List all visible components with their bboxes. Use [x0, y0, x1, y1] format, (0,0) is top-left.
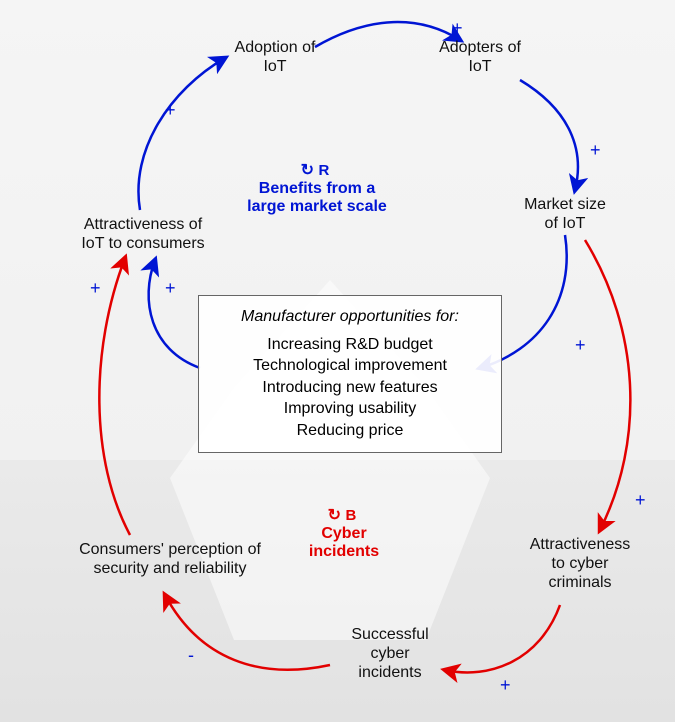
node-perception: Consumers' perception ofsecurity and rel… — [55, 540, 285, 578]
edge-sign-market_manuf: + — [575, 335, 586, 356]
diagram-canvas: Adoption ofIoT Adopters ofIoT Market siz… — [0, 0, 675, 722]
edge-sign-manuf_attr_cons: + — [165, 278, 176, 299]
edge-sign-attr_crim_incidents: + — [500, 675, 511, 696]
loop-symbol-b-icon: ↻ B — [328, 507, 361, 524]
node-adoption: Adoption ofIoT — [215, 38, 335, 76]
loop-label-b-text: Cyberincidents — [309, 525, 379, 560]
node-attractiveness-consumers: Attractiveness ofIoT to consumers — [58, 215, 228, 253]
loop-symbol-r-icon: ↻ R — [301, 162, 334, 179]
node-market: Market sizeof IoT — [505, 195, 625, 233]
loop-label-reinforcing: ↻ R Benefits from alarge market scale — [222, 160, 412, 216]
edge-sign-perception_attr_cons: + — [90, 278, 101, 299]
manufacturer-box-lines: Increasing R&D budgetTechnological impro… — [215, 334, 485, 442]
manufacturer-box: Manufacturer opportunities for: Increasi… — [198, 295, 502, 453]
node-adopters: Adopters ofIoT — [420, 38, 540, 76]
edge-sign-adopters_market: + — [590, 140, 601, 161]
edge-sign-incidents_perception: - — [188, 645, 194, 666]
manufacturer-box-header: Manufacturer opportunities for: — [215, 306, 485, 328]
edge-sign-adoption_adopters: + — [452, 18, 463, 39]
loop-label-balancing: ↻ B Cyberincidents — [284, 505, 404, 561]
edge-sign-attr_cons_adoption: + — [165, 100, 176, 121]
loop-label-r-text: Benefits from alarge market scale — [247, 180, 387, 215]
node-incidents: Successfulcyberincidents — [325, 625, 455, 683]
edge-sign-market_attr_crim: + — [635, 490, 646, 511]
node-attractiveness-criminals: Attractivenessto cybercriminals — [510, 535, 650, 593]
